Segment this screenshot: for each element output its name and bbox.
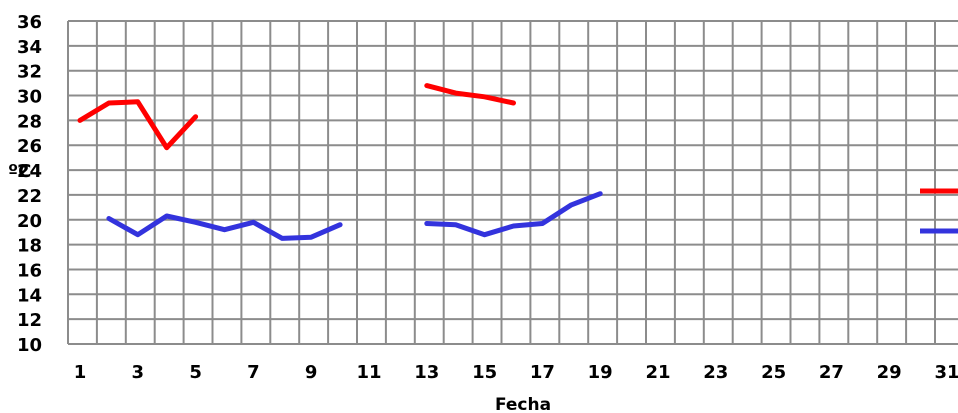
y-tick-label: 36 [17,12,42,33]
y-tick-label: 20 [17,211,42,232]
x-tick-label: 1 [74,362,87,383]
x-tick-label: 29 [877,362,902,383]
x-tick-label: 21 [645,362,670,383]
x-tick-label: 13 [414,362,439,383]
series-1-line [424,83,516,106]
y-tick-label: 12 [17,310,42,331]
y-tick-label: 10 [17,335,42,356]
x-tick-label: 19 [588,362,613,383]
series-1-line [77,99,199,151]
y-tick-label: 18 [17,236,42,257]
y-tick-label: 26 [17,136,42,157]
x-tick-label: 23 [703,362,728,383]
y-tick-label: 28 [17,111,42,132]
x-tick-label: 3 [132,362,145,383]
y-tick-label: 14 [17,285,42,306]
y-axis-label: ºC [8,161,31,182]
y-tick-label: 16 [17,260,42,281]
y-axis-tick-labels: 10 12 14 16 18 20 22 24 26 28 30 32 34 36 [17,12,42,356]
x-tick-label: 27 [819,362,844,383]
x-tick-label: 5 [189,362,202,383]
y-tick-label: 34 [17,37,42,58]
x-tick-label: 11 [356,362,381,383]
y-tick-label: 24 [17,161,42,182]
series-lines [77,83,603,241]
x-tick-label: 15 [472,362,497,383]
x-axis-tick-labels: 1 3 5 7 9 11 13 15 17 19 21 23 25 27 29 31 [74,362,958,383]
x-axis-label: Fecha [495,395,551,413]
series-2-line [424,191,603,238]
x-tick-label: 9 [305,362,318,383]
series-2-line [106,213,343,241]
legend [920,188,958,234]
x-tick-label: 25 [761,362,786,383]
x-tick-label: 31 [934,362,958,383]
x-tick-label: 17 [530,362,555,383]
x-tick-label: 7 [247,362,260,383]
y-tick-label: 22 [17,186,42,207]
y-tick-label: 32 [17,62,42,83]
y-tick-label: 30 [17,87,42,108]
chart-grid [67,20,958,345]
